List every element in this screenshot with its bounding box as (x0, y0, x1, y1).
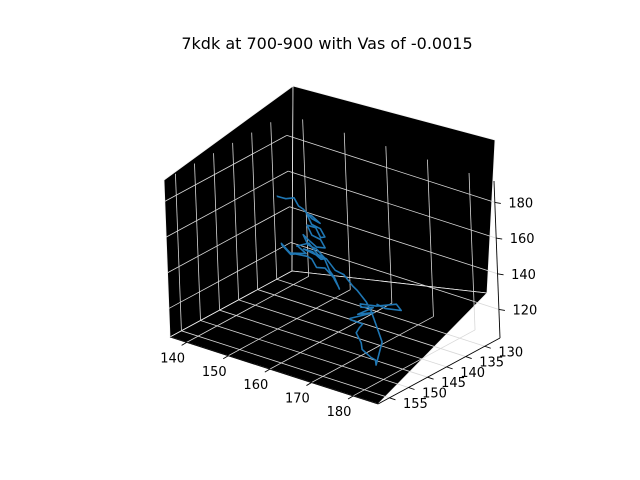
z-axis-line (493, 180, 501, 339)
grid-line-y-2 (238, 299, 447, 368)
x-axis-line (169, 336, 379, 405)
y-tick-label-1: 135 (479, 356, 504, 371)
series-line-0 (276, 195, 403, 366)
grid-line-xz-4 (468, 172, 476, 330)
x-tick-2 (264, 368, 271, 373)
x-tick-0 (181, 341, 187, 346)
plot-area (276, 195, 403, 366)
ticks: 1401501601701801301351401451501551201401… (160, 196, 537, 420)
grid-line-x-3 (311, 316, 434, 383)
pane-right (291, 85, 496, 294)
grid-line-yz-5 (175, 173, 182, 331)
x-tick-label-0: 140 (160, 351, 185, 366)
grid-line-y-3 (219, 309, 428, 378)
grid-line-y-5 (181, 330, 390, 399)
grid-line-y-0 (276, 278, 485, 347)
grid-lines (164, 119, 500, 399)
axis-panes (163, 85, 496, 405)
grid-line-zl-0 (168, 242, 292, 309)
z-tick-label-1: 140 (511, 268, 536, 283)
z-tick-label-0: 120 (512, 303, 537, 318)
grid-line-yz-1 (251, 132, 259, 290)
z-tick-label-2: 160 (510, 232, 535, 247)
y-tick-label-0: 130 (498, 345, 523, 360)
y-tick-label-5: 155 (403, 397, 428, 412)
x-tick-1 (223, 355, 229, 360)
grid-line-x-1 (228, 289, 351, 357)
grid-line-xz-3 (427, 159, 434, 317)
grid-line-x-4 (352, 329, 476, 397)
x-tick-label-3: 170 (285, 392, 310, 407)
y-tick-0 (484, 345, 491, 349)
z-tick-3 (494, 201, 501, 204)
grid-line-zr-0 (290, 242, 500, 310)
y-tick-2 (446, 366, 453, 370)
grid-line-zl-1 (167, 206, 290, 274)
x-tick-4 (347, 395, 354, 400)
z-tick-0 (498, 309, 505, 311)
grid-line-yz-2 (232, 142, 240, 300)
z-tick-2 (496, 237, 503, 240)
y-tick-3 (427, 376, 434, 380)
grid-line-zr-3 (286, 135, 495, 203)
grid-line-zl-2 (165, 170, 289, 238)
grid-line-yz-4 (194, 163, 201, 321)
y-tick-4 (408, 387, 415, 390)
x-tick-3 (306, 382, 312, 386)
z-tick-label-3: 180 (508, 196, 533, 211)
x-tick-label-2: 160 (243, 378, 268, 393)
chart-title: 7kdk at 700-900 with Vas of -0.0015 (181, 34, 472, 53)
grid-line-zr-1 (289, 206, 498, 275)
y-tick-label-3: 145 (441, 376, 466, 391)
grid-line-yz-0 (270, 122, 278, 280)
grid-line-zl-3 (164, 135, 288, 202)
x-tick-label-1: 150 (202, 365, 227, 380)
y-tick-label-4: 150 (422, 387, 447, 402)
y-tick-5 (389, 397, 396, 401)
y-tick-label-2: 140 (460, 366, 485, 381)
grid-line-yz-3 (213, 153, 220, 311)
grid-line-zr-2 (288, 170, 497, 239)
z-tick-1 (497, 273, 504, 276)
grid-line-xz-1 (343, 132, 351, 290)
y-tick-1 (465, 356, 472, 359)
grid-line-xz-2 (385, 146, 393, 304)
axes (169, 180, 501, 405)
x-tick-label-4: 180 (327, 405, 352, 420)
grid-line-y-4 (200, 320, 409, 388)
y-axis-line (377, 337, 501, 405)
grid-line-x-0 (186, 276, 309, 343)
